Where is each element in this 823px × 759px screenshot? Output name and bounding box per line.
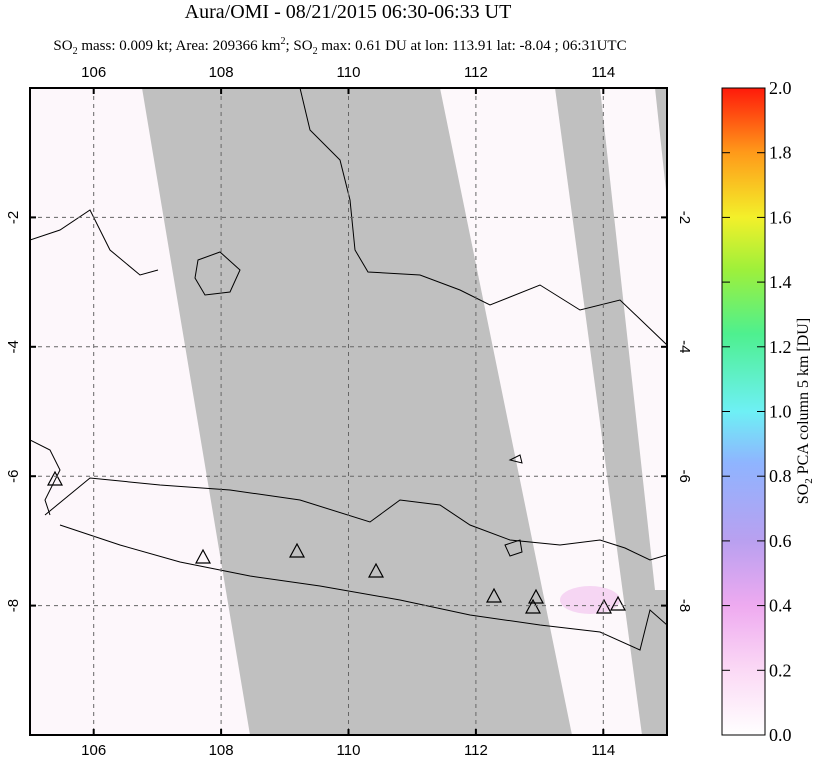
y-tick-label: -2 [5,211,22,224]
subtitle-part: max: 0.61 DU at lon: 113.91 lat: -8.04 ;… [318,38,627,54]
subtitle-part: mass: 0.009 kt; Area: 209366 km [78,38,281,54]
volcano [527,588,545,604]
colorbar-tick-label: 0.2 [769,660,792,680]
x-tick-label: 112 [464,64,488,81]
x-tick-label: 114 [591,742,615,759]
coastline [59,524,667,651]
volcano [194,548,212,564]
x-tick-label: 108 [209,742,234,759]
x-tick-label: 110 [337,64,361,81]
volcano [524,598,542,614]
x-tick-label: 114 [591,64,615,81]
label-sub: 2 [803,478,815,484]
colorbar-tick-label: 0.0 [769,725,792,745]
volcano [485,587,503,603]
colorbar-tick-label: 0.8 [769,466,792,486]
label-part: PCA column 5 km [DU] [795,318,812,478]
subtitle-part: ; SO [285,38,312,54]
subtitle-sub: 2 [73,46,78,57]
coastline [30,209,159,516]
colorbar-tick-label: 1.0 [769,402,792,422]
y-tick-label: -4 [5,340,22,353]
y-tick-label: -2 [676,211,693,224]
volcano [609,595,627,611]
volcanoes [46,470,627,614]
swath [440,88,642,735]
x-tick-label: 112 [464,742,488,759]
volcano [288,542,306,558]
y-tick-label: -8 [676,599,693,612]
volcano [46,470,64,486]
coastline [299,88,667,346]
colorbar-tick-label: 0.6 [769,531,792,551]
colorbar-label: SO2 PCA column 5 km [DU] [795,318,815,504]
volcano [595,598,613,614]
island [194,251,241,296]
x-tick-label: 108 [209,64,234,81]
x-tick-label: 106 [81,742,106,759]
subtitle-sub: 2 [313,46,318,57]
colorbar-tick-label: 1.4 [769,272,792,292]
island [504,454,523,557]
so2-patch [560,586,620,614]
colorbar-tick-label: 2.0 [769,78,792,98]
coastline [44,477,667,561]
volcano [367,562,385,578]
colorbar-tick-label: 1.8 [769,143,792,163]
colorbar-tick-label: 1.2 [769,337,792,357]
x-tick-label: 110 [337,742,361,759]
y-tick-label: -4 [676,340,693,353]
swath [30,88,250,735]
label-part: SO [795,484,812,504]
y-tick-label: -6 [5,470,22,483]
colorbar-tick-label: 0.4 [769,596,792,616]
swath [600,88,667,590]
colorbar-tick-label: 1.6 [769,207,792,227]
x-tick-label: 106 [81,64,106,81]
y-tick-label: -6 [676,470,693,483]
subtitle: SO2 mass: 0.009 kt; Area: 209366 km2; SO… [53,36,626,57]
title: Aura/OMI - 08/21/2015 06:30-06:33 UT [185,1,512,23]
subtitle-part: SO [53,38,72,54]
subtitle-sup: 2 [280,36,285,47]
y-tick-label: -8 [5,599,22,612]
